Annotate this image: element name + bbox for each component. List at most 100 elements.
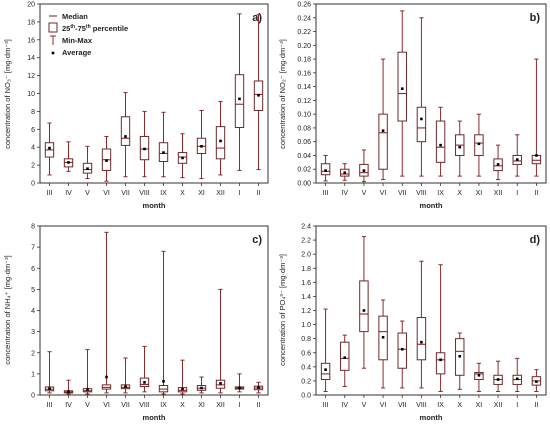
- mean-marker: [400, 347, 404, 351]
- y-tick-label: 0.12: [297, 98, 311, 105]
- y-tick-label: 12: [27, 73, 35, 80]
- mean-marker: [200, 145, 203, 148]
- mean-marker: [67, 161, 70, 164]
- y-tick-label: 2.2: [301, 238, 311, 245]
- y-tick-label: 0.20: [297, 43, 311, 50]
- mean-marker: [420, 117, 423, 121]
- x-tick-label-XII: XII: [494, 402, 503, 409]
- mean-marker: [219, 139, 222, 143]
- box-VI: [378, 58, 388, 181]
- x-tick-label-II: II: [257, 190, 261, 197]
- mean-marker: [48, 146, 51, 150]
- box-VII: [120, 92, 131, 178]
- x-tick-label-XI: XI: [476, 190, 483, 197]
- box-IV: [63, 379, 74, 395]
- y-tick-label: 0.2: [301, 378, 311, 385]
- x-tick-label-XII: XII: [216, 190, 225, 197]
- panel-label: a): [252, 12, 262, 24]
- x-tick-label-II: II: [534, 402, 538, 409]
- mean-marker: [439, 358, 442, 362]
- box-IV: [63, 141, 74, 172]
- iqr-box: [320, 362, 331, 381]
- y-tick-label: 0.02: [297, 167, 311, 174]
- x-tick-label-III: III: [323, 190, 329, 197]
- y-tick-label: 0.22: [297, 29, 311, 36]
- y-tick-label: 0.08: [297, 125, 311, 132]
- y-tick-label: 1.4: [301, 294, 311, 301]
- mean-marker: [515, 158, 519, 161]
- box-IV: [340, 334, 350, 388]
- x-tick-label-V: V: [85, 190, 90, 197]
- box-III: [320, 308, 331, 392]
- x-tick-label-VII: VII: [121, 402, 130, 409]
- y-tick-label: 0.4: [301, 364, 311, 371]
- y-tick-label: 0.24: [297, 15, 311, 22]
- mean-marker: [458, 145, 462, 149]
- y-tick-label: 0.8: [301, 336, 311, 343]
- mean-marker: [162, 379, 165, 383]
- y-tick-label: 5: [31, 287, 35, 294]
- x-tick-label-III: III: [323, 402, 329, 409]
- box-II: [531, 369, 542, 392]
- y-tick-label: 1.6: [301, 280, 311, 287]
- y-axis-label: concentration of NO₃⁻ [mg·dm⁻³]: [3, 39, 12, 149]
- y-tick-label: 0: [31, 393, 35, 400]
- x-tick-label-III: III: [47, 402, 53, 409]
- y-tick-label: 8: [31, 109, 35, 116]
- x-tick-label-V: V: [85, 402, 90, 409]
- box-X: [455, 332, 465, 390]
- y-tick-label: 1: [31, 371, 35, 378]
- plot-frame: [315, 3, 547, 184]
- x-tick-label-X: X: [457, 402, 462, 409]
- x-tick-label-VII: VII: [398, 190, 407, 197]
- mean-marker: [381, 129, 385, 132]
- box-X: [177, 133, 188, 179]
- x-tick-label-IX: IX: [437, 402, 444, 409]
- x-tick-label-VIII: VIII: [416, 190, 427, 197]
- y-tick-label: 7: [31, 245, 35, 252]
- y-tick-label: 0.0: [301, 393, 311, 400]
- legend-text-part: 25: [62, 24, 70, 33]
- mean-marker: [535, 380, 538, 383]
- box-XI: [474, 113, 484, 177]
- iqr-box: [320, 163, 331, 176]
- box-II: [531, 58, 542, 177]
- x-tick-label-IV: IV: [341, 402, 348, 409]
- y-tick-label: 10: [27, 91, 35, 98]
- box-VIII: [416, 17, 427, 177]
- box-VI: [378, 299, 388, 389]
- y-tick-label: 8: [31, 224, 35, 231]
- mean-marker: [400, 87, 404, 90]
- x-tick-label-X: X: [180, 402, 185, 409]
- y-tick-label: 0.6: [301, 350, 311, 357]
- mean-marker: [105, 375, 108, 379]
- x-tick-label-IV: IV: [65, 402, 72, 409]
- mean-marker: [124, 135, 127, 138]
- chart-panel-d: 0.0 0.2 0.4 0.6 0.8 1.0 1.2 1.4 1.6 1.8 2.0 2.2 2.4 I…: [278, 224, 547, 422]
- mean-marker: [496, 378, 500, 381]
- iqr-box: [435, 352, 446, 375]
- iqr-box: [416, 317, 427, 361]
- x-tick-label-VI: VI: [380, 402, 387, 409]
- mean-marker: [343, 356, 347, 359]
- y-tick-label: 0.04: [297, 153, 311, 160]
- x-tick-label-VI: VI: [103, 402, 110, 409]
- iqr-box: [120, 116, 131, 146]
- mean-marker: [496, 163, 500, 166]
- x-tick-label-IX: IX: [437, 190, 444, 197]
- mean-marker: [257, 386, 260, 389]
- x-tick-label-II: II: [534, 190, 538, 197]
- mean-marker: [181, 387, 184, 391]
- plot-frame: [39, 225, 269, 396]
- mean-marker: [200, 386, 203, 390]
- x-tick-label-II: II: [257, 402, 261, 409]
- y-tick-label: 0.14: [297, 84, 311, 91]
- x-tick-label-XII: XII: [494, 190, 503, 197]
- x-axis-label: month: [143, 413, 166, 422]
- legend-average-label: Average: [62, 48, 91, 57]
- box-IX: [435, 106, 446, 177]
- legend-box-swatch: [48, 22, 58, 33]
- y-tick-label: 2: [31, 163, 35, 170]
- x-tick-label-VIII: VIII: [139, 190, 150, 197]
